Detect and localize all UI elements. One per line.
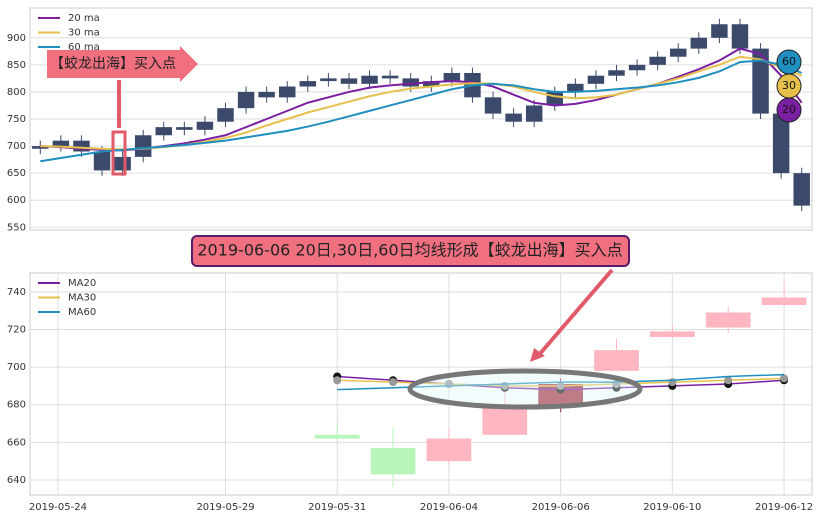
y-tick-label: 700 <box>7 362 26 373</box>
candle-body <box>443 72 461 82</box>
badge-label: 20 <box>782 103 796 116</box>
candle-body <box>217 108 234 122</box>
candle-body <box>134 135 152 157</box>
legend-label: MA60 <box>68 307 96 318</box>
badge-label: 60 <box>782 55 796 68</box>
ma-marker <box>724 376 733 385</box>
candle-body <box>587 75 605 84</box>
candle-body <box>32 146 49 149</box>
candle-body <box>731 24 749 49</box>
y-tick-label: 640 <box>7 475 26 486</box>
candle-body <box>320 78 337 82</box>
candle-body <box>670 48 687 57</box>
x-tick-label: 2019-05-24 <box>29 502 87 513</box>
y-tick-label: 700 <box>7 141 26 152</box>
candle-body <box>361 75 378 84</box>
x-tick-label: 2019-06-12 <box>755 502 813 513</box>
x-tick-label: 2019-06-04 <box>420 502 478 513</box>
candle-body <box>423 81 440 87</box>
annotation: 【蛟龙出海】买入点 <box>50 56 176 72</box>
highlight-ellipse <box>407 368 643 410</box>
badge-label: 30 <box>782 79 796 92</box>
candle-body <box>114 156 131 171</box>
candle-body <box>299 81 317 87</box>
y-tick-label: 660 <box>7 437 26 448</box>
banner <box>191 235 630 267</box>
candle-body <box>176 127 193 130</box>
candle-body <box>761 297 807 305</box>
y-tick-label: 800 <box>7 87 26 98</box>
arrow-head <box>530 348 545 362</box>
candle-body <box>73 140 90 152</box>
candle-body <box>649 56 666 65</box>
ma-marker <box>780 374 789 383</box>
x-tick-label: 2019-05-29 <box>196 502 254 513</box>
candle-body <box>155 127 172 136</box>
candle-body <box>381 75 399 79</box>
candle-body <box>426 438 472 462</box>
ma-marker <box>333 376 342 385</box>
y-tick-label: 900 <box>7 33 26 44</box>
badge <box>776 97 802 123</box>
y-tick-label: 550 <box>7 222 26 233</box>
y-tick-label: 740 <box>7 287 26 298</box>
legend-label: MA20 <box>68 278 96 289</box>
candle-body <box>314 434 360 439</box>
candle-body <box>628 64 646 71</box>
pointer-arrow <box>536 268 614 358</box>
candle-body <box>705 312 751 328</box>
candle-body <box>402 78 419 87</box>
candle-body <box>793 173 810 206</box>
legend-label: MA30 <box>68 293 96 304</box>
candle-body <box>525 105 543 122</box>
banner-text: 2019-06-06 20日,30日,60日均线形成【蛟龙出海】买入点 <box>197 241 622 260</box>
candle-body <box>258 91 275 98</box>
candle-body <box>711 24 728 38</box>
y-tick-label: 600 <box>7 195 26 206</box>
ma-marker <box>556 381 565 390</box>
candle-body <box>608 70 625 76</box>
candle-body <box>482 404 528 435</box>
candle-body <box>340 78 358 84</box>
x-tick-label: 2019-05-31 <box>308 502 366 513</box>
y-tick-label: 850 <box>7 60 26 71</box>
ma-marker <box>389 378 398 387</box>
x-tick-label: 2019-06-10 <box>643 502 701 513</box>
candle-body <box>93 151 111 171</box>
candle-body <box>196 121 214 130</box>
candle-body <box>752 48 769 114</box>
candle-body <box>52 140 70 147</box>
candle-body <box>567 83 584 92</box>
annotation-arrow <box>47 46 198 82</box>
legend-label: 30 ma <box>68 28 100 39</box>
candle-body <box>484 97 502 114</box>
legend-label: 20 ma <box>68 13 100 24</box>
candle-body <box>594 350 639 371</box>
ma-line <box>40 59 803 163</box>
candle-body <box>279 86 296 98</box>
plot-area-bottom <box>29 272 813 496</box>
y-tick-label: 750 <box>7 114 26 125</box>
y-tick-label: 720 <box>7 324 26 335</box>
signal-box <box>111 130 127 176</box>
legend-label: 60 ma <box>68 42 100 53</box>
candle-body <box>237 91 255 109</box>
candle-body <box>690 37 708 49</box>
candle-body <box>772 113 790 174</box>
candle-body <box>505 113 522 122</box>
x-tick-label: 2019-06-06 <box>532 502 590 513</box>
y-tick-label: 680 <box>7 400 26 411</box>
y-tick-label: 650 <box>7 168 26 179</box>
candle-body <box>546 91 563 106</box>
candle-body <box>370 447 416 475</box>
candle-body <box>650 331 695 337</box>
